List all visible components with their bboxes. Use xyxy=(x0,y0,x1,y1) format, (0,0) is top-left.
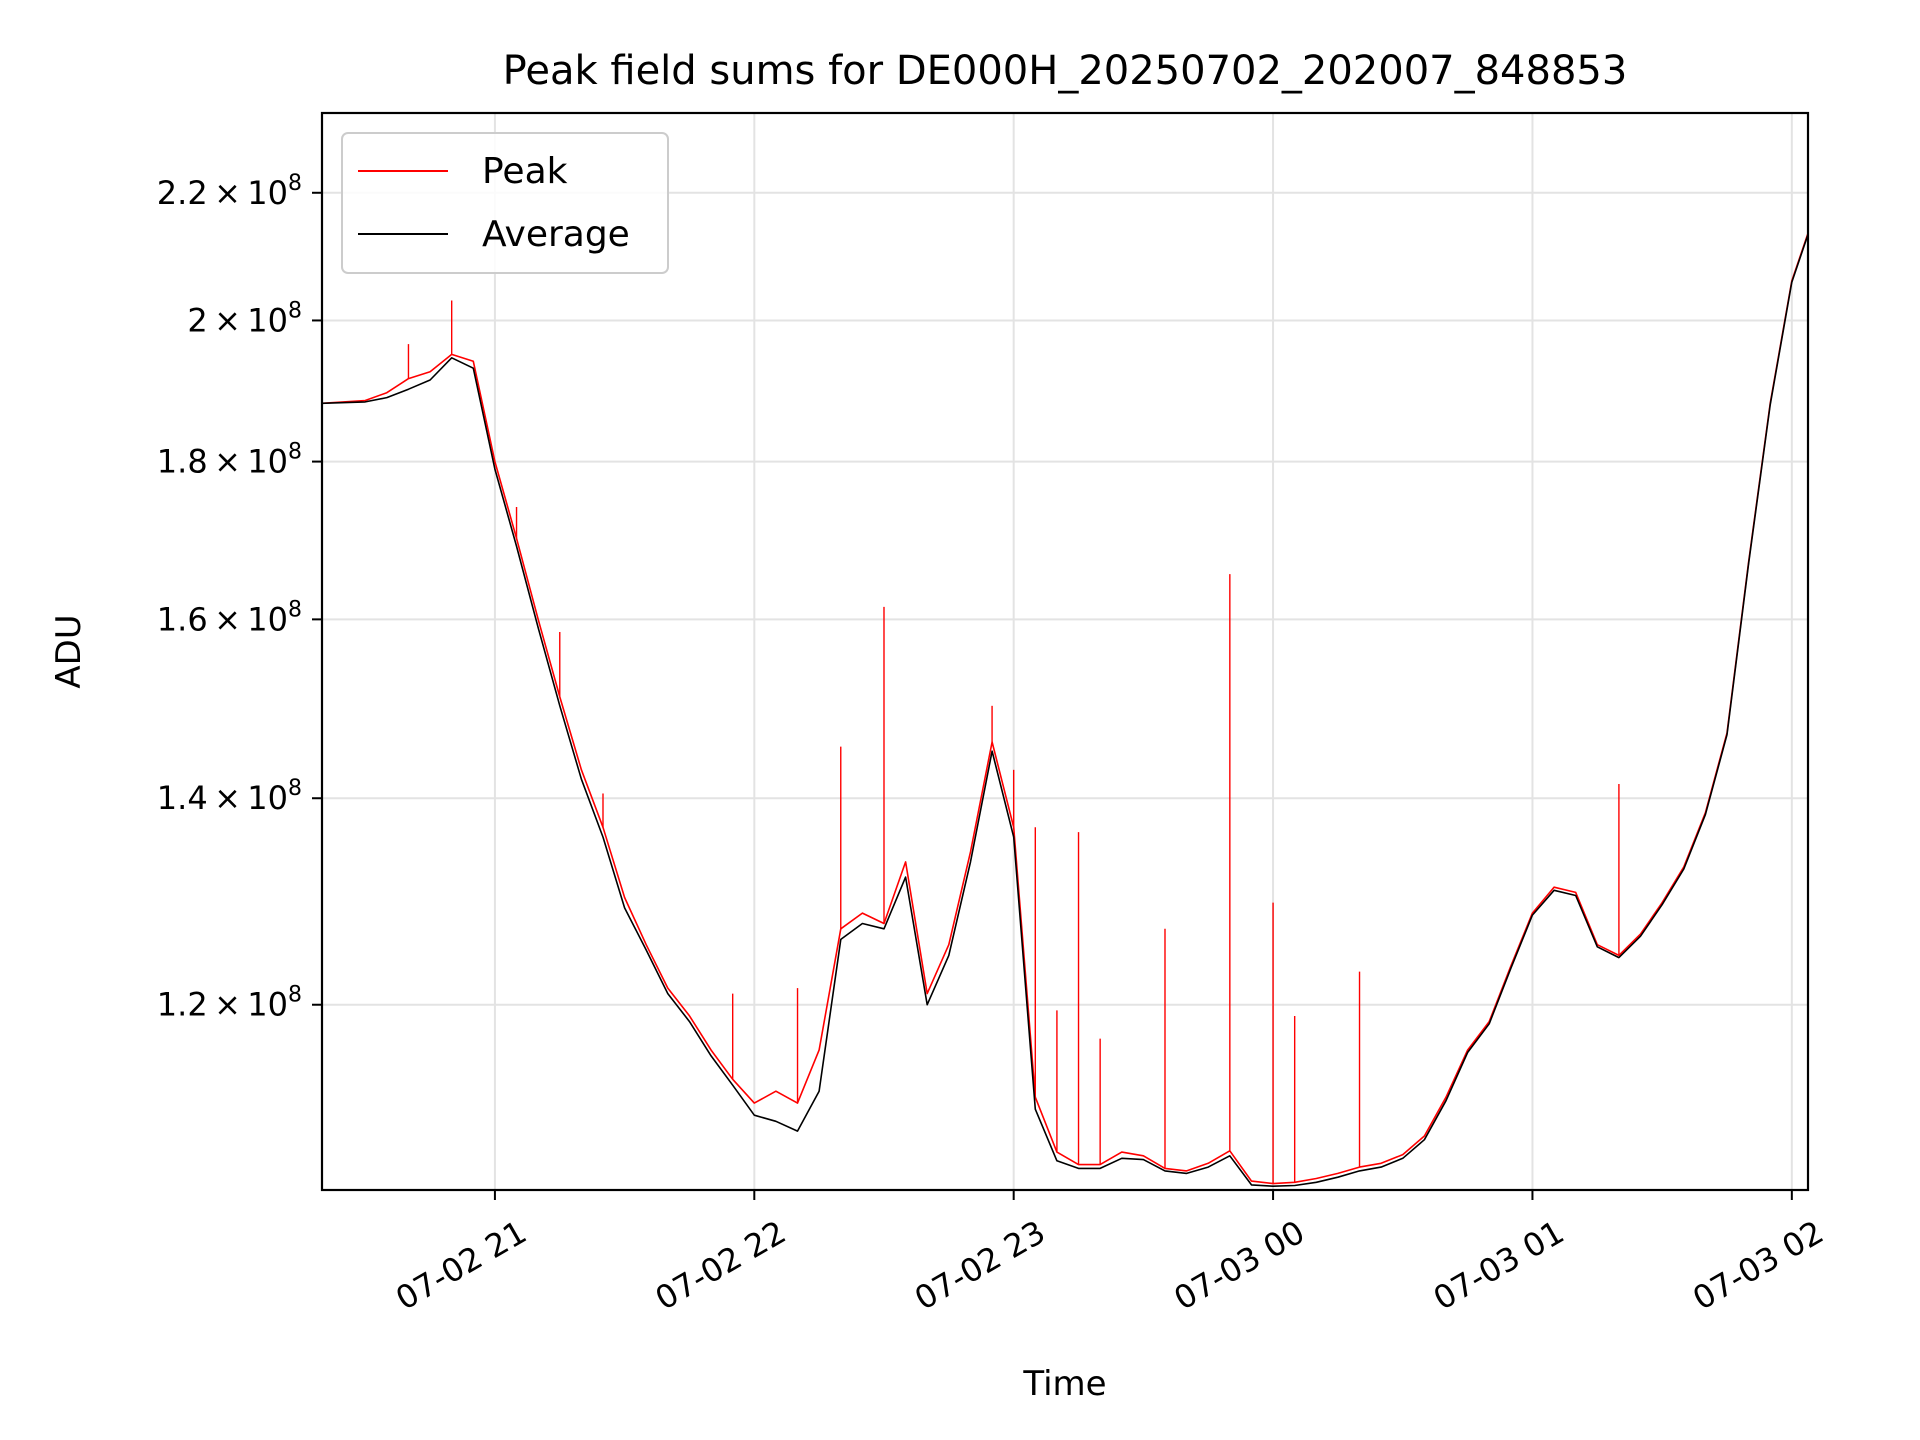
y-tick-exponent: 8 xyxy=(288,776,302,801)
y-tick-exponent: 8 xyxy=(288,983,302,1008)
y-tick-times: × 10 xyxy=(208,443,288,481)
y-tick-mantissa: 1.4 xyxy=(157,779,208,817)
y-tick-mantissa: 1.2 xyxy=(157,986,208,1024)
y-tick-times: × 10 xyxy=(208,986,288,1024)
y-tick-label: 2.2 × 108 xyxy=(157,171,302,212)
chart-title: Peak field sums for DE000H_20250702_2020… xyxy=(503,48,1628,94)
y-tick-label: 1.4 × 108 xyxy=(157,776,302,817)
legend-box xyxy=(341,132,669,274)
y-tick-mantissa: 2.2 xyxy=(157,174,208,212)
y-tick-times: × 10 xyxy=(208,600,288,638)
series-line-average xyxy=(322,232,1808,1187)
y-tick-times: × 10 xyxy=(208,174,288,212)
y-axis-label: ADU xyxy=(49,614,89,688)
legend: Peak Average xyxy=(341,132,669,274)
y-tick-exponent: 8 xyxy=(288,298,302,323)
y-tick-mantissa: 2 xyxy=(187,301,207,339)
y-tick-exponent: 8 xyxy=(288,440,302,465)
plot-frame xyxy=(320,111,1810,1192)
y-tick-label: 1.2 × 108 xyxy=(157,983,302,1024)
series-line-peak xyxy=(322,230,1808,1185)
x-axis-label: Time xyxy=(1022,1364,1106,1404)
y-tick-label: 1.6 × 108 xyxy=(157,597,302,638)
y-tick-times: × 10 xyxy=(208,301,288,339)
series-layer xyxy=(322,230,1808,1187)
legend-label-average: Average xyxy=(482,214,630,255)
y-tick-exponent: 8 xyxy=(288,597,302,622)
y-tick-exponent: 8 xyxy=(288,171,302,196)
y-tick-label: 1.8 × 108 xyxy=(157,440,302,481)
y-tick-mantissa: 1.8 xyxy=(157,443,208,481)
y-tick-label: 2 × 108 xyxy=(187,298,302,339)
y-tick-mantissa: 1.6 xyxy=(157,600,208,638)
legend-label-peak: Peak xyxy=(482,151,568,192)
y-tick-times: × 10 xyxy=(208,779,288,817)
